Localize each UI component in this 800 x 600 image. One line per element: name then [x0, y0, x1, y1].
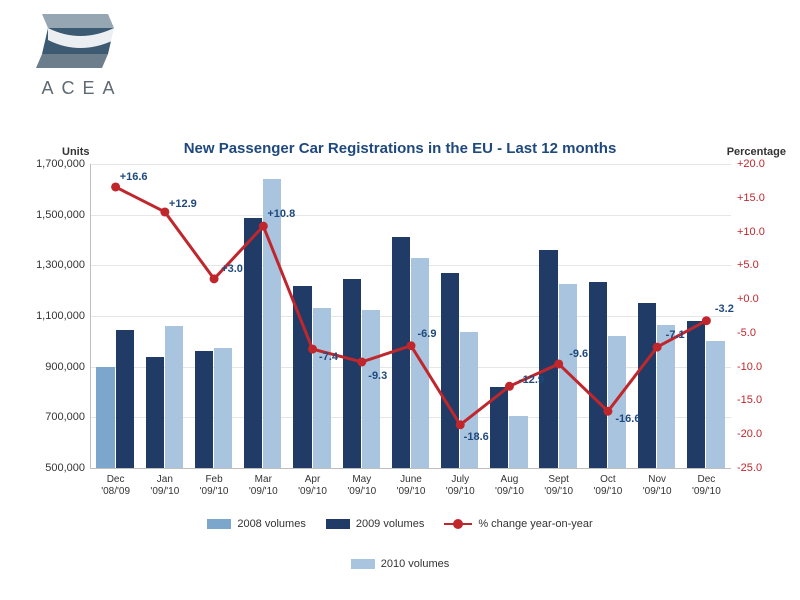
x-tick: Nov'09/'10: [643, 474, 672, 497]
pct-data-label: -9.6: [569, 348, 588, 360]
x-tick: Oct'09/'10: [594, 474, 623, 497]
legend-label: 2010 volumes: [381, 558, 450, 570]
x-tick: July'09/'10: [446, 474, 475, 497]
pct-data-label: -12.9: [519, 374, 544, 386]
x-tick: Aug'09/'10: [495, 474, 524, 497]
y-tick-left: 1,300,000: [36, 259, 85, 271]
y-tick-left: 1,500,000: [36, 209, 85, 221]
x-tick: Sept'09/'10: [544, 474, 573, 497]
legend-item: 2010 volumes: [0, 558, 800, 570]
y-tick-left: 900,000: [45, 361, 85, 373]
pct-data-label: -3.2: [715, 303, 734, 315]
legend-label: % change year-on-year: [478, 518, 592, 530]
y-tick-right: -15.0: [737, 394, 762, 406]
y-tick-right: -10.0: [737, 361, 762, 373]
y-tick-right: -5.0: [737, 327, 756, 339]
x-tick: Feb'09/'10: [200, 474, 229, 497]
y-tick-left: 1,700,000: [36, 158, 85, 170]
legend-item: % change year-on-year: [444, 518, 592, 530]
legend-swatch: [326, 519, 350, 529]
legend-item: 2009 volumes: [326, 518, 425, 530]
x-tick: May'09/'10: [347, 474, 376, 497]
legend-item: 2008 volumes: [207, 518, 306, 530]
y-tick-right: +5.0: [737, 259, 759, 271]
chart-legend: 2008 volumes 2009 volumes % change year-on…: [0, 518, 800, 570]
logo-text: ACEA: [32, 78, 132, 99]
x-tick: Apr'09/'10: [298, 474, 327, 497]
pct-data-label: +16.6: [120, 171, 148, 183]
legend-line-icon: [444, 523, 472, 525]
y-tick-left: 500,000: [45, 462, 85, 474]
y-tick-left: 1,100,000: [36, 310, 85, 322]
pct-data-label: -6.9: [418, 328, 437, 340]
y-tick-right: +10.0: [737, 226, 765, 238]
x-tick: Jan'09/'10: [150, 474, 179, 497]
y-tick-right: -25.0: [737, 462, 762, 474]
y-tick-right: +0.0: [737, 293, 759, 305]
chart-plot-area: 500,000700,000900,0001,100,0001,300,0001…: [90, 164, 731, 469]
legend-swatch: [207, 519, 231, 529]
y-tick-right: +15.0: [737, 192, 765, 204]
legend-label: 2008 volumes: [237, 518, 306, 530]
y-tick-right: +20.0: [737, 158, 765, 170]
pct-data-label: +3.0: [221, 263, 243, 275]
pct-data-label: -9.3: [368, 370, 387, 382]
pct-data-label: +12.9: [169, 198, 197, 210]
x-tick: June'09/'10: [397, 474, 426, 497]
legend-swatch: [351, 559, 375, 569]
pct-data-label: +10.8: [267, 208, 295, 220]
left-axis-title: Units: [62, 146, 90, 158]
pct-data-label: -7.1: [666, 329, 685, 341]
x-tick: Mar'09/'10: [249, 474, 278, 497]
chart-title: New Passenger Car Registrations in the E…: [0, 140, 800, 157]
y-tick-right: -20.0: [737, 428, 762, 440]
acea-logo: ACEA: [32, 14, 132, 99]
x-tick: Dec'08/'09: [101, 474, 130, 497]
legend-label: 2009 volumes: [356, 518, 425, 530]
pct-data-label: -16.6: [615, 413, 640, 425]
pct-data-label: -18.6: [464, 431, 489, 443]
pct-data-label: -7.4: [319, 351, 338, 363]
right-axis-title: Percentage: [727, 146, 786, 158]
x-tick: Dec'09/'10: [692, 474, 721, 497]
y-tick-left: 700,000: [45, 411, 85, 423]
